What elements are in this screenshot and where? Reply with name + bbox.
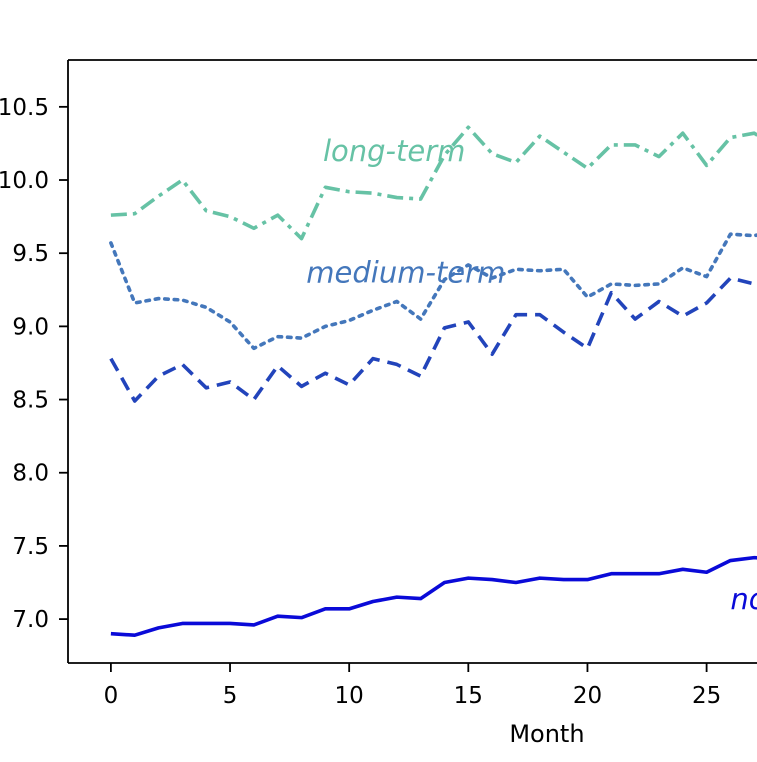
y-tick-label: 8.5: [12, 388, 49, 414]
series-line-medium-term: [109, 232, 757, 351]
series-layer: [109, 125, 757, 637]
series-line-non-po: [110, 555, 757, 637]
x-tick-label: 0: [104, 683, 119, 709]
series-label-medium-term: medium-term: [306, 255, 505, 289]
x-tick-label: 25: [692, 683, 721, 709]
series-label-layer: long-term medium-term non-po: [306, 134, 757, 616]
series-label-long-term: long-term: [323, 134, 465, 168]
series-line-series-3: [109, 276, 757, 403]
x-tick-label: 10: [335, 683, 364, 709]
y-tick-label: 10.0: [0, 168, 49, 194]
x-tick-label: 20: [573, 683, 602, 709]
series-label-non-po: non-po: [730, 582, 757, 616]
y-tick-label: 9.5: [12, 241, 49, 267]
x-axis-label: Month: [509, 720, 584, 748]
y-tick-label: 10.5: [0, 95, 49, 121]
y-tick-label: 8.0: [12, 461, 49, 487]
y-tick-label: 7.5: [12, 534, 49, 560]
x-tick-label: 5: [223, 683, 238, 709]
axes-layer: 0 5 10 15 20 25 7.0 7.5 8.0 8.5 9.0 9.5 10.0 10.5: [0, 59, 757, 709]
series-line-long-term: [110, 125, 757, 241]
y-tick-label: 9.0: [12, 314, 49, 340]
x-tick-label: 15: [454, 683, 483, 709]
y-tick-label: 7.0: [12, 607, 49, 633]
